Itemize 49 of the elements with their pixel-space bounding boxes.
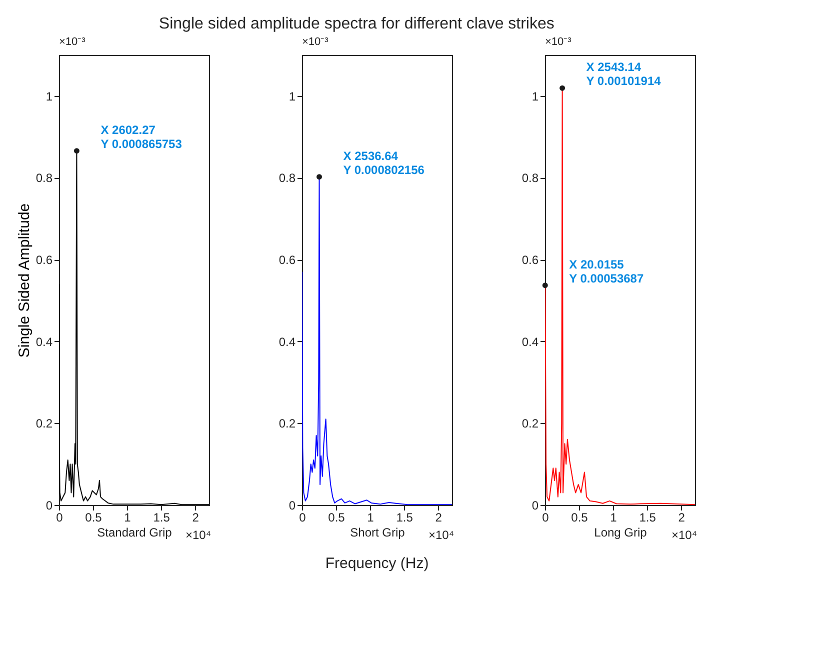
annotation: X 20.0155 Y 0.00053687 <box>569 257 644 286</box>
x-tick-label: 1.5 <box>396 510 414 524</box>
text: ×10⁻³ <box>59 36 86 48</box>
y-tick-label: 0.2 <box>36 416 53 431</box>
text: ×10⁴ <box>671 528 697 542</box>
y-tick-label: 0.2 <box>278 416 296 431</box>
y-axis-title: Single Sided Amplitude <box>16 203 33 358</box>
y-tick-label: 1 <box>532 89 539 104</box>
y-tick-label: 1 <box>46 89 53 104</box>
x-axis-title: Short Grip <box>350 526 406 540</box>
text: ×10⁻³ <box>302 36 329 48</box>
x-axis-title: Long Grip <box>594 526 648 540</box>
annotation: X 2543.14 Y 0.00101914 <box>586 60 662 88</box>
y-tick-label: 0.8 <box>36 171 53 186</box>
y-tick-label: 0 <box>532 498 539 512</box>
x-tick-label: 0 <box>542 510 550 524</box>
x-tick-label: 0.5 <box>328 510 346 524</box>
x-tick-label: 1.5 <box>153 510 170 524</box>
x-tick-label: 1.5 <box>639 510 656 524</box>
y-tick-label: 0.8 <box>278 171 296 186</box>
y-tick-label: 0.6 <box>36 253 53 268</box>
x-tick-label: 0.5 <box>85 510 102 524</box>
x-tick-label: 1 <box>124 510 132 524</box>
y-tick-label: 0.6 <box>522 253 539 268</box>
annotation: X 2602.27 Y 0.000865753 <box>100 122 182 151</box>
y-tick-label: 0 <box>46 498 53 512</box>
text: ×10⁴ <box>185 528 211 542</box>
y-tick-label: 0.4 <box>36 334 53 349</box>
x-tick-label: 2 <box>678 510 686 524</box>
text: Single sided amplitude spectra for different clave strikes <box>158 16 554 32</box>
x-tick-label: 0.5 <box>571 510 588 524</box>
annotation: X 2536.64 Y 0.000802156 <box>343 148 425 177</box>
x-tick-label: 1 <box>367 510 374 524</box>
y-tick-label: 0 <box>288 498 296 512</box>
text: Frequency (Hz) <box>325 555 429 572</box>
x-axis-title: Standard Grip <box>97 526 172 540</box>
x-tick-label: 1 <box>610 510 618 524</box>
x-tick-label: 2 <box>435 510 442 524</box>
y-tick-label: 0.8 <box>522 171 539 186</box>
y-tick-label: 0.2 <box>522 416 539 431</box>
y-tick-label: 1 <box>288 89 296 104</box>
y-tick-label: 0.6 <box>278 253 296 268</box>
x-tick-label: 0 <box>56 510 64 524</box>
y-tick-label: 0.4 <box>278 334 296 349</box>
text: ×10⁴ <box>428 528 454 542</box>
y-tick-label: 0.4 <box>522 334 539 349</box>
x-tick-label: 0 <box>299 510 306 524</box>
x-tick-label: 2 <box>192 510 200 524</box>
text: ×10⁻³ <box>545 36 572 48</box>
